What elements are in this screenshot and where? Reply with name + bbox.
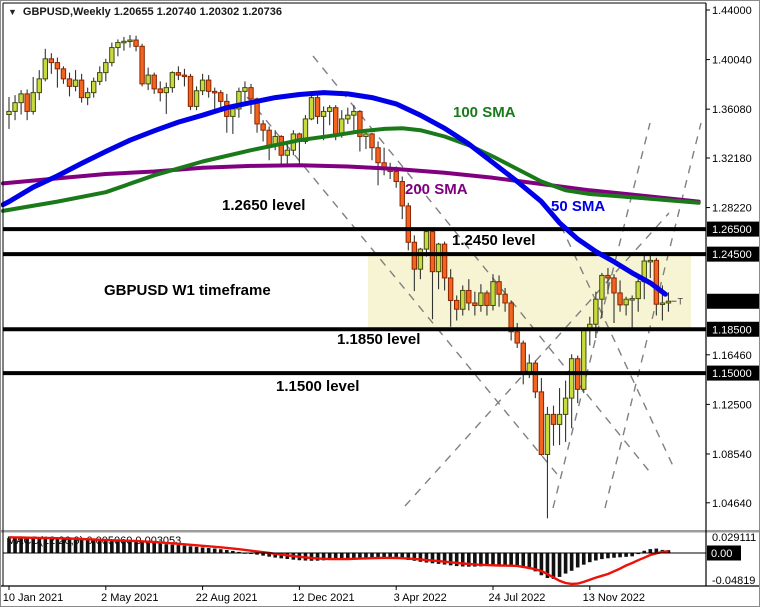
chart-header: ▼ GBPUSD,Weekly 1.20655 1.20740 1.20302 … — [8, 6, 282, 18]
macd-axis: 0.029111 0.00 -0.04819 — [707, 532, 756, 587]
pane-separator — [1, 530, 759, 533]
sma-line-100-sma — [1, 126, 701, 213]
svg-text:0.00: 0.00 — [711, 548, 732, 560]
annotation-1-1500-level[interactable]: 1.1500 level — [276, 378, 360, 395]
annotation-1-2450-level[interactable]: 1.2450 level — [452, 232, 536, 249]
svg-text:1.28220: 1.28220 — [712, 203, 752, 215]
svg-text:1.04640: 1.04640 — [712, 498, 752, 510]
svg-text:13 Nov 2022: 13 Nov 2022 — [583, 592, 645, 604]
svg-text:-0.04819: -0.04819 — [712, 575, 755, 587]
svg-text:24 Jul 2022: 24 Jul 2022 — [489, 592, 546, 604]
annotation-1-2650-level[interactable]: 1.2650 level — [222, 197, 306, 214]
current-price-tag — [707, 293, 759, 309]
annotation-200-sma-label[interactable]: 200 SMA — [405, 181, 468, 198]
annotation-100-sma-label[interactable]: 100 SMA — [453, 104, 516, 121]
date-axis: 10 Jan 2021 2 May 2021 22 Aug 2021 12 Dec 2… — [3, 586, 645, 604]
chart-borders — [1, 2, 759, 587]
svg-text:12 Dec 2021: 12 Dec 2021 — [292, 592, 354, 604]
svg-text:1.44000: 1.44000 — [712, 5, 752, 17]
symbol-dropdown-icon[interactable]: ▼ — [8, 7, 17, 17]
svg-text:2 May 2021: 2 May 2021 — [101, 592, 158, 604]
macd-histogram — [7, 537, 671, 579]
svg-text:1.26500: 1.26500 — [712, 224, 752, 236]
svg-text:1.08540: 1.08540 — [712, 449, 752, 461]
candlesticks — [6, 35, 672, 519]
svg-text:10 Jan 2021: 10 Jan 2021 — [3, 592, 64, 604]
svg-text:1.12500: 1.12500 — [712, 399, 752, 411]
macd-signal-line — [8, 536, 669, 586]
sma-line-50-sma — [1, 90, 668, 297]
horizontal-levels — [3, 227, 706, 376]
svg-text:1.40040: 1.40040 — [712, 55, 752, 67]
svg-text:22 Aug 2021: 22 Aug 2021 — [196, 592, 258, 604]
svg-text:1.24500: 1.24500 — [712, 249, 752, 261]
sma-line-200-sma — [1, 163, 701, 204]
svg-text:1.18500: 1.18500 — [712, 324, 752, 336]
svg-text:1.16460: 1.16460 — [712, 350, 752, 362]
price-axis: 1.44000 1.40040 1.36080 1.32180 1.28220 1.164… — [706, 5, 759, 510]
last-price-marker: T — [671, 297, 683, 307]
chart-title-quote: GBPUSD,Weekly 1.20655 1.20740 1.20302 1.… — [22, 6, 283, 18]
svg-text:1.32180: 1.32180 — [712, 153, 752, 165]
svg-text:1.36080: 1.36080 — [712, 104, 752, 116]
svg-text:3 Apr 2022: 3 Apr 2022 — [394, 592, 447, 604]
annotation-1-1850-level[interactable]: 1.1850 level — [337, 331, 421, 348]
annotation-50-sma-label[interactable]: 50 SMA — [551, 198, 606, 215]
svg-text:1.15000: 1.15000 — [712, 368, 752, 380]
annotation-timeframe[interactable]: GBPUSD W1 timeframe — [104, 282, 271, 299]
svg-text:T: T — [677, 297, 683, 307]
svg-text:0.029111: 0.029111 — [712, 532, 756, 544]
